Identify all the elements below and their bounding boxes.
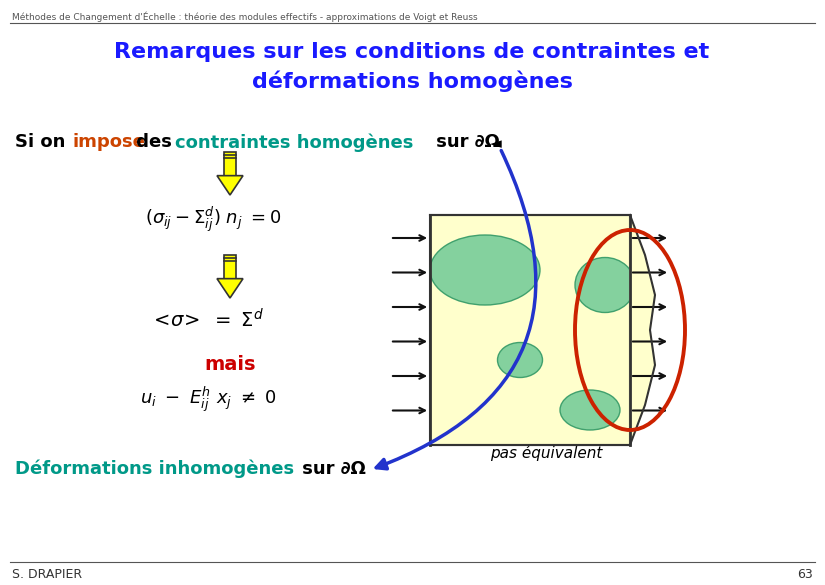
Text: Méthodes de Changement d'Échelle : théorie des modules effectifs - approximation: Méthodes de Changement d'Échelle : théor… bbox=[12, 12, 478, 22]
FancyArrowPatch shape bbox=[376, 150, 536, 469]
Ellipse shape bbox=[560, 390, 620, 430]
FancyBboxPatch shape bbox=[224, 152, 236, 175]
Text: Déformations inhomogènes: Déformations inhomogènes bbox=[15, 460, 295, 479]
Bar bbox=[430, 215, 630, 445]
Text: des: des bbox=[130, 133, 184, 151]
Polygon shape bbox=[630, 215, 655, 445]
Text: Remarques sur les conditions de contraintes et: Remarques sur les conditions de contrain… bbox=[115, 42, 710, 62]
Polygon shape bbox=[217, 176, 243, 195]
Ellipse shape bbox=[430, 235, 540, 305]
Text: Si on: Si on bbox=[15, 133, 72, 151]
Text: déformations homogènes: déformations homogènes bbox=[252, 70, 573, 91]
Text: sur ∂Ω: sur ∂Ω bbox=[296, 460, 365, 478]
FancyBboxPatch shape bbox=[224, 255, 236, 278]
Text: $u_i\ -\ E^h_{ij}\ x_j\ \neq\ 0$: $u_i\ -\ E^h_{ij}\ x_j\ \neq\ 0$ bbox=[140, 385, 276, 414]
Text: contraintes homogènes: contraintes homogènes bbox=[175, 133, 413, 152]
Ellipse shape bbox=[497, 342, 543, 377]
Text: pas équivalent: pas équivalent bbox=[490, 445, 602, 461]
Text: impose: impose bbox=[73, 133, 146, 151]
Text: S. DRAPIER: S. DRAPIER bbox=[12, 568, 82, 581]
Ellipse shape bbox=[575, 257, 635, 312]
Text: $<\!\sigma\!>\ =\ \Sigma^d$: $<\!\sigma\!>\ =\ \Sigma^d$ bbox=[150, 308, 264, 331]
Text: 63: 63 bbox=[797, 568, 813, 581]
Text: ◄: ◄ bbox=[490, 136, 502, 151]
Text: sur ∂Ω: sur ∂Ω bbox=[430, 133, 500, 151]
Text: $(\sigma_{ij}-\Sigma^{d}_{ij})\ n_j\ =0$: $(\sigma_{ij}-\Sigma^{d}_{ij})\ n_j\ =0$ bbox=[145, 205, 281, 235]
Text: mais: mais bbox=[205, 355, 256, 374]
Polygon shape bbox=[217, 278, 243, 298]
